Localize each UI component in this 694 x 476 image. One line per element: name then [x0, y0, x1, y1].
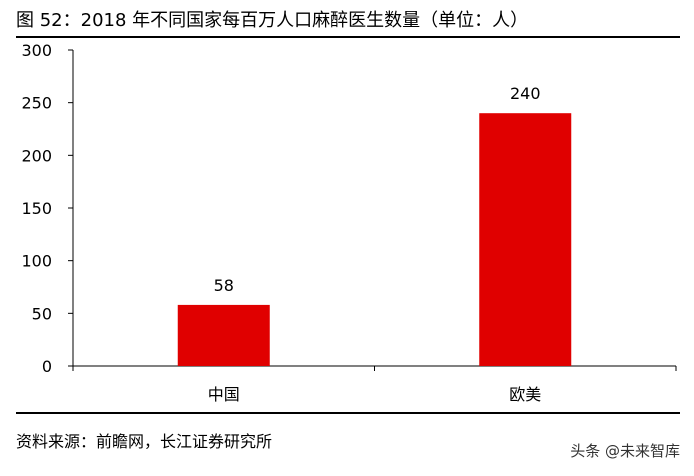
- y-tick-label: 0: [42, 357, 52, 376]
- y-tick-label: 200: [21, 146, 52, 165]
- x-category-label: 中国: [208, 385, 240, 404]
- y-tick-label: 300: [21, 41, 52, 60]
- data-labels: 58 240: [214, 84, 541, 295]
- y-tick-label: 250: [21, 94, 52, 113]
- y-tick-label: 50: [32, 304, 52, 323]
- footer-rule: [16, 412, 680, 414]
- y-tick-label: 150: [21, 199, 52, 218]
- data-label: 240: [510, 84, 541, 103]
- y-tick-label: 100: [21, 252, 52, 271]
- source-note: 资料来源：前瞻网，长江证券研究所: [16, 432, 273, 451]
- bars: [177, 113, 572, 366]
- y-axis: 0 50 100 150 200 250 300: [21, 41, 74, 376]
- title-rule: [16, 36, 680, 38]
- bar-2: [479, 113, 572, 366]
- x-axis: 中国 欧美: [72, 365, 677, 404]
- data-label: 58: [214, 276, 234, 295]
- x-category-label: 欧美: [509, 385, 541, 404]
- bar-1: [177, 304, 270, 366]
- figure-title: 图 52：2018 年不同国家每百万人口麻醉医生数量（单位：人）: [16, 10, 529, 31]
- watermark: 头条 @未来智库: [570, 442, 680, 460]
